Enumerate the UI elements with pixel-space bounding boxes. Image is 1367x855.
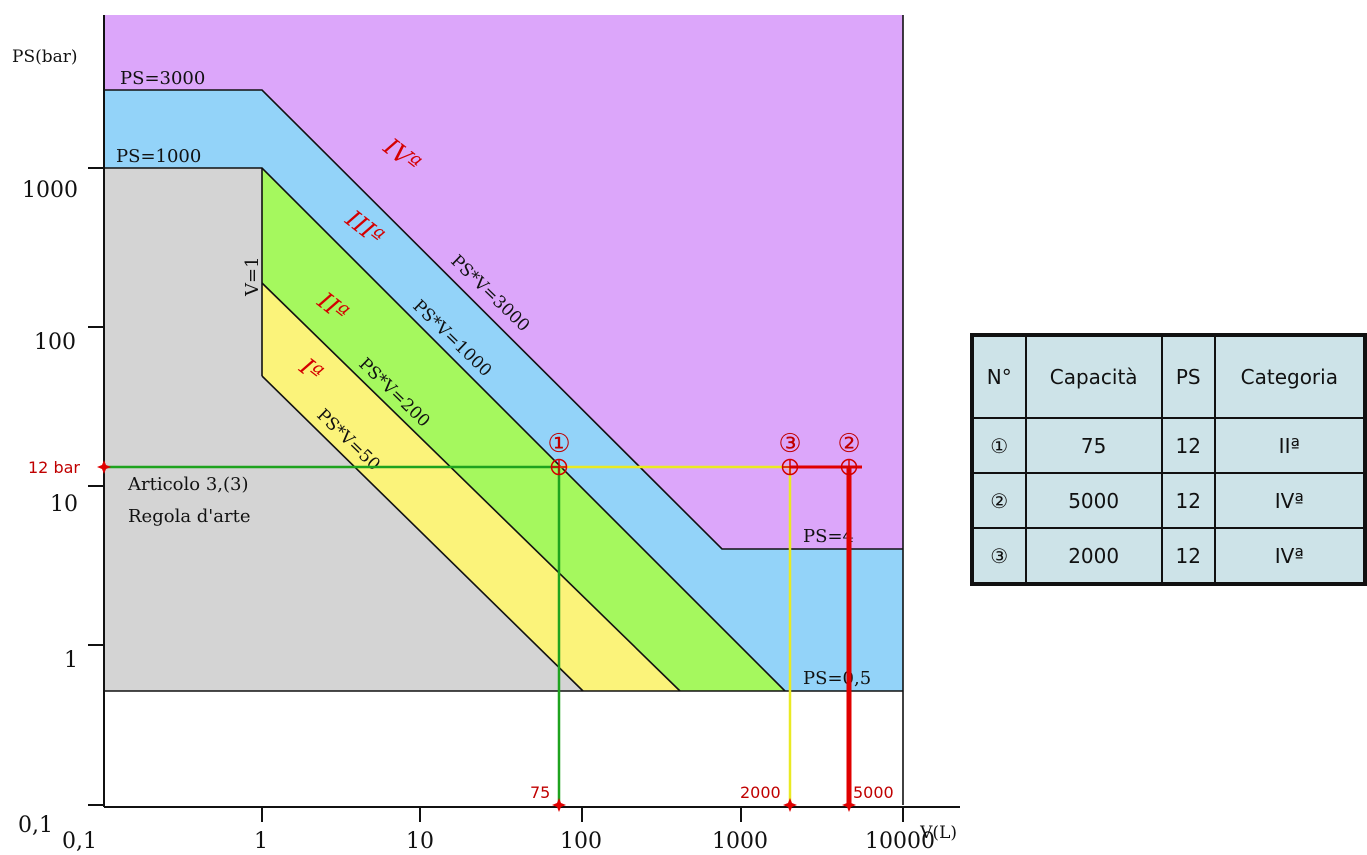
x-tick-10000: 10000 <box>865 829 935 854</box>
row-ps: 12 <box>1160 417 1216 474</box>
y-tick-10: 10 <box>50 492 78 517</box>
star-marker-75 <box>552 798 566 812</box>
x-axis-title: V(L) <box>919 823 957 843</box>
table-row: ③ 2000 12 IVª <box>971 527 1367 585</box>
row-category: IVª <box>1213 527 1367 585</box>
row-category: IIª <box>1213 417 1367 474</box>
x-tick-1000: 1000 <box>712 829 768 854</box>
point-2-label: ② <box>837 429 860 459</box>
axis-star-markers <box>97 460 856 812</box>
point-2-circle <box>840 458 858 476</box>
row-number: ① <box>971 417 1027 474</box>
pressure-marker-label: 12 bar <box>28 458 80 477</box>
y-tick-1: 1 <box>64 648 78 673</box>
point-1-circle <box>550 458 568 476</box>
y-tick-1000: 1000 <box>22 178 78 203</box>
row-number: ③ <box>971 527 1027 585</box>
label-ps-05: PS=0,5 <box>803 668 871 689</box>
region-article-3 <box>104 168 583 691</box>
label-ps-4: PS=4 <box>803 526 854 547</box>
pressure-volume-category-diagram: PS(bar) 1000 100 10 1 0,1 0,1 1 10 100 1… <box>12 15 960 854</box>
table-row: ② 5000 12 IVª <box>971 472 1367 529</box>
star-marker-2000 <box>783 798 797 812</box>
row-category: IVª <box>1213 472 1367 529</box>
note-regola-arte: Regola d'arte <box>128 506 250 527</box>
table-row: ① 75 12 IIª <box>971 417 1367 474</box>
label-ps-1000: PS=1000 <box>116 146 201 167</box>
x-tick-origin: 0,1 <box>62 829 97 854</box>
header-category: Categoria <box>1213 334 1367 419</box>
star-marker-5000 <box>842 798 856 812</box>
x-tick-100: 100 <box>560 829 602 854</box>
x-tick-1: 1 <box>254 829 268 854</box>
header-capacity: Capacità <box>1024 334 1163 419</box>
psv-50-line <box>261 375 584 692</box>
row-capacity: 5000 <box>1024 472 1163 529</box>
y-tick-origin: 0,1 <box>18 813 53 838</box>
table-header-row: N° Capacità PS Categoria <box>971 334 1367 419</box>
label-v-1: V=1 <box>242 256 263 297</box>
row-ps: 12 <box>1160 527 1216 585</box>
axes <box>88 15 960 822</box>
summary-table: N° Capacità PS Categoria ① 75 12 IIª ② 5… <box>970 333 1367 586</box>
header-number: N° <box>971 334 1027 419</box>
region-category-3 <box>104 90 903 691</box>
row-ps: 12 <box>1160 472 1216 529</box>
label-ps-3000: PS=3000 <box>120 68 205 89</box>
volume-75-label: 75 <box>530 783 550 802</box>
y-tick-100: 100 <box>34 330 76 355</box>
row-capacity: 2000 <box>1024 527 1163 585</box>
point-1-label: ① <box>547 429 570 459</box>
row-number: ② <box>971 472 1027 529</box>
psv-200-line <box>261 282 681 692</box>
note-article-3: Articolo 3,(3) <box>127 474 249 495</box>
volume-2000-label: 2000 <box>740 783 781 802</box>
point-3-label: ③ <box>778 429 801 459</box>
ps-3000-line <box>104 89 903 550</box>
volume-5000-label: 5000 <box>853 783 894 802</box>
row-capacity: 75 <box>1024 417 1163 474</box>
header-ps: PS <box>1160 334 1216 419</box>
marker-lines <box>104 465 862 805</box>
boundary-lines <box>104 15 904 805</box>
point-markers <box>550 458 858 476</box>
star-marker-12bar <box>97 460 111 474</box>
y-axis-title: PS(bar) <box>12 47 78 67</box>
region-category-4 <box>104 15 903 549</box>
point-3-circle <box>781 458 799 476</box>
x-tick-10: 10 <box>406 829 434 854</box>
